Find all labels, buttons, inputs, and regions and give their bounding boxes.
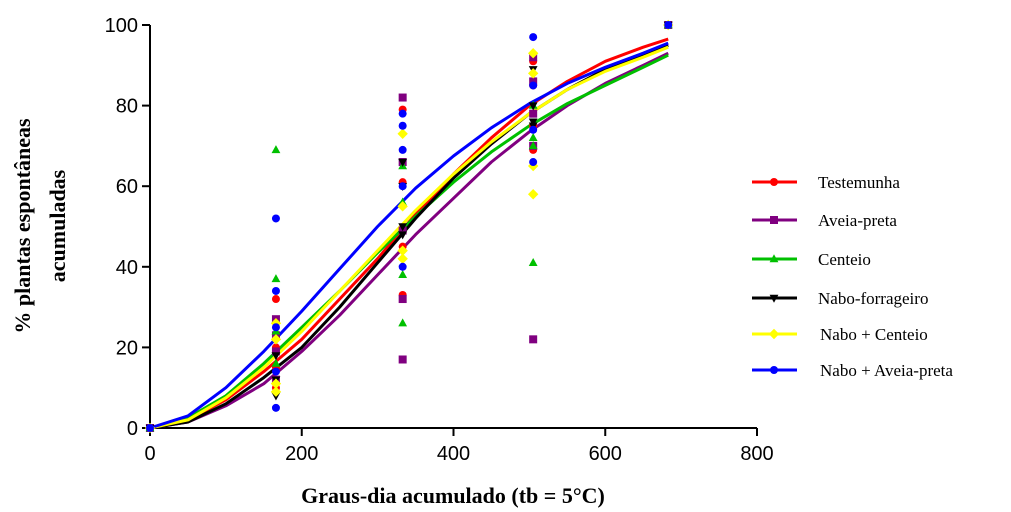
y-tick-label: 40: [116, 257, 138, 279]
data-point: [271, 403, 280, 412]
data-point: [527, 48, 539, 59]
x-tick-label: 800: [740, 443, 773, 465]
y-axis-title-line1: % plantas espontâneas: [10, 118, 35, 334]
data-point: [398, 109, 407, 118]
data-point: [398, 121, 407, 130]
data-point: [271, 352, 281, 361]
data-point: [398, 262, 407, 271]
fit-curve: [149, 43, 669, 430]
data-point: [527, 160, 539, 172]
legend-marker: [769, 254, 779, 263]
x-tick-label: 600: [589, 443, 622, 465]
y-tick-label: 60: [116, 176, 138, 198]
data-point: [271, 274, 281, 283]
fit-curves: [149, 37, 669, 430]
data-point: [529, 33, 538, 42]
data-point: [398, 145, 407, 154]
data-point: [270, 386, 282, 397]
data-point: [271, 323, 280, 332]
legend-item: Nabo + Aveia-preta: [752, 361, 953, 380]
data-point: [398, 223, 408, 232]
data-point: [398, 158, 408, 167]
legend-marker: [769, 294, 779, 303]
data-point: [397, 128, 408, 140]
legend-item: Nabo + Centeio: [752, 325, 928, 344]
fit-curve: [149, 37, 669, 430]
data-point: [527, 68, 539, 79]
axes: [149, 25, 757, 429]
data-point: [528, 141, 538, 150]
legend-item: Testemunha: [752, 173, 900, 192]
legend-label: Nabo + Aveia-preta: [820, 361, 953, 380]
legend-marker: [770, 216, 778, 224]
data-point: [528, 118, 538, 127]
data-point: [529, 158, 538, 167]
ticks: 0 200 400 600 800 0 20 40 60 80 100: [105, 15, 774, 465]
fit-curve: [149, 45, 669, 430]
data-point: [271, 214, 280, 223]
data-point: [270, 334, 282, 345]
data-point: [397, 201, 408, 212]
legend-label: Nabo-forrageiro: [818, 289, 928, 308]
data-points: [144, 19, 674, 434]
data-point: [398, 182, 407, 191]
fit-curve: [149, 51, 669, 430]
data-point: [398, 295, 407, 304]
y-tick-label: 0: [127, 418, 138, 440]
y-tick-label: 80: [116, 96, 138, 118]
data-point: [398, 231, 408, 240]
legend-label: Nabo + Centeio: [820, 325, 928, 344]
data-point: [398, 318, 408, 327]
data-point: [528, 257, 538, 266]
y-axis-title-line2: acumuladas: [45, 169, 70, 282]
data-point: [271, 358, 281, 367]
legend-label: Testemunha: [818, 173, 900, 192]
data-point: [271, 347, 280, 356]
data-point: [529, 335, 538, 344]
data-point: [271, 295, 280, 304]
data-point: [270, 378, 282, 389]
legend-marker: [770, 366, 778, 374]
data-point: [271, 286, 280, 295]
y-tick-label: 20: [116, 337, 138, 359]
x-axis-title: Graus-dia acumulado (tb = 5°C): [301, 483, 605, 508]
data-point: [398, 355, 407, 364]
legend-item: Centeio: [752, 250, 871, 269]
data-point: [271, 145, 281, 154]
legend-item: Aveia-preta: [752, 211, 897, 230]
data-point: [398, 93, 407, 102]
data-point: [397, 253, 408, 264]
legend-marker: [768, 328, 780, 340]
data-point: [527, 189, 539, 200]
data-point: [397, 245, 408, 256]
legend-label: Aveia-preta: [818, 211, 897, 230]
x-tick-label: 200: [285, 443, 318, 465]
legend: Testemunha Aveia-preta Centeio Nabo-forrage…: [752, 173, 953, 380]
data-point: [529, 81, 538, 90]
y-axis-title: % plantas espontâneas acumuladas: [10, 118, 70, 334]
data-point: [146, 424, 154, 432]
data-point: [529, 77, 538, 86]
x-tick-label: 400: [437, 443, 470, 465]
legend-label: Centeio: [818, 250, 871, 269]
data-point: [528, 102, 538, 111]
legend-item: Nabo-forrageiro: [752, 289, 928, 308]
data-point: [528, 133, 538, 142]
data-point: [529, 109, 538, 118]
fit-curve: [149, 41, 669, 430]
data-point: [529, 125, 538, 134]
x-tick-label: 0: [144, 443, 155, 465]
data-point: [398, 270, 408, 279]
data-point: [664, 21, 673, 29]
legend-marker: [770, 178, 778, 186]
y-tick-label: 100: [105, 15, 138, 37]
data-point: [271, 367, 280, 376]
